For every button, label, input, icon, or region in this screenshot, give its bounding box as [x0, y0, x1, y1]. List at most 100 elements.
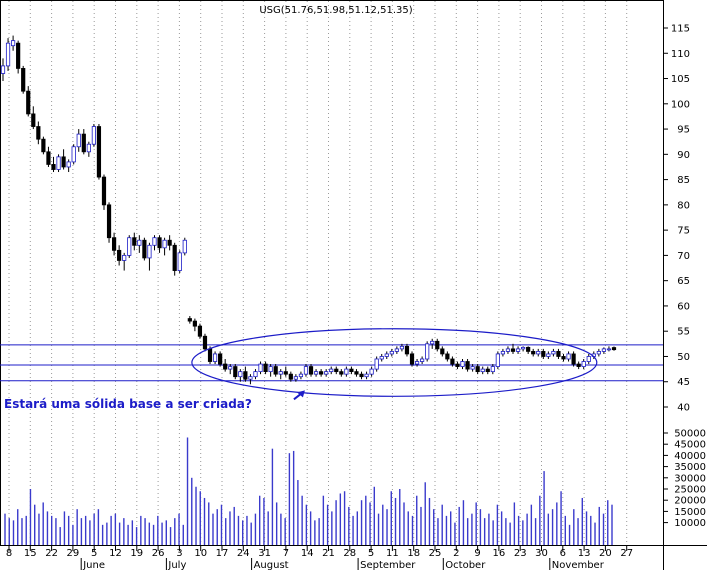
- candle-body: [278, 371, 283, 375]
- candle-body: [430, 340, 435, 345]
- date-tick-label: 11: [386, 548, 399, 559]
- candle: [541, 348, 546, 359]
- candle: [278, 369, 283, 380]
- candle: [445, 351, 450, 362]
- volume-tick-label: 40000: [674, 451, 706, 462]
- candle-body: [258, 363, 263, 373]
- candle: [510, 343, 516, 354]
- date-tick-label: 3: [176, 548, 182, 559]
- candle-body: [329, 368, 334, 373]
- candle: [41, 136, 46, 155]
- candle: [319, 369, 324, 377]
- volume-tick-label: 35000: [674, 462, 706, 473]
- candle: [313, 369, 319, 377]
- candle: [21, 65, 26, 94]
- candle-body: [268, 366, 273, 373]
- candle-body: [167, 239, 172, 246]
- candle-body: [556, 351, 561, 357]
- candle: [470, 364, 475, 372]
- candle: [349, 366, 354, 375]
- volume-axis-ticks: 1000015000200002500030000350004000045000…: [663, 429, 706, 529]
- candle-body: [344, 368, 349, 375]
- candle: [192, 318, 197, 332]
- candle: [495, 351, 500, 370]
- candle: [157, 235, 162, 253]
- candle: [450, 356, 455, 367]
- candle: [324, 369, 329, 377]
- date-tick-label: 28: [343, 548, 356, 559]
- candle-body: [536, 351, 541, 355]
- candle-body: [56, 156, 61, 170]
- month-label: August: [254, 560, 289, 570]
- candle-body: [420, 358, 425, 362]
- candle: [440, 346, 445, 357]
- candle-body: [288, 373, 293, 380]
- date-axis-ticks: 8 15 22 29 5 12 19 26 3 10 17 24 31 7 14 21 28 5 11 18 25 2 9 1…: [6, 545, 633, 559]
- month-label: November: [552, 560, 605, 570]
- date-tick-label: 25: [429, 548, 442, 559]
- date-tick-label: 7: [283, 548, 289, 559]
- candle: [187, 316, 192, 324]
- candle: [354, 369, 359, 377]
- candle: [339, 369, 344, 377]
- month-label: July: [167, 560, 186, 570]
- candle-body: [566, 353, 571, 360]
- candle: [556, 348, 561, 359]
- candle-body: [218, 353, 223, 365]
- candle: [177, 250, 182, 274]
- candle: [414, 358, 420, 367]
- candle: [283, 366, 288, 377]
- candle: [111, 232, 117, 256]
- month-label: October: [445, 560, 486, 570]
- candle: [399, 343, 405, 352]
- candle-body: [96, 126, 102, 178]
- candle: [465, 358, 470, 372]
- candle: [202, 333, 208, 352]
- date-tick-label: 26: [152, 548, 165, 559]
- candle-body: [172, 244, 177, 271]
- candle-body: [233, 366, 238, 378]
- support-lines: [0, 344, 663, 382]
- price-tick-label: 90: [677, 150, 690, 161]
- candle: [233, 364, 238, 380]
- date-tick-label: 23: [514, 548, 527, 559]
- candle-body: [66, 161, 71, 168]
- candle-body: [526, 346, 531, 352]
- price-tick-label: 85: [677, 175, 690, 186]
- candle-body: [16, 42, 21, 69]
- candle-body: [571, 353, 576, 365]
- candle: [293, 374, 298, 382]
- candle-body: [0, 65, 6, 74]
- date-tick-label: 14: [301, 548, 314, 559]
- candle-body: [374, 358, 379, 370]
- candle-body: [531, 351, 536, 355]
- candle-body: [61, 156, 66, 168]
- date-tick-label: 5: [91, 548, 97, 559]
- candle-body: [46, 151, 51, 165]
- candle: [526, 346, 531, 354]
- candle-body: [273, 366, 278, 375]
- candle: [404, 343, 410, 357]
- candle: [430, 338, 435, 349]
- candle-body: [147, 244, 152, 259]
- candle-body: [313, 371, 319, 375]
- candle: [601, 347, 607, 354]
- candle-body: [359, 373, 364, 378]
- candle-body: [445, 353, 450, 360]
- candle-body: [369, 368, 374, 375]
- candle: [258, 361, 263, 375]
- candle: [212, 351, 218, 365]
- candle-body: [212, 353, 218, 362]
- candle: [490, 364, 495, 375]
- candle: [485, 366, 490, 375]
- candle: [197, 323, 203, 339]
- candle: [505, 346, 511, 354]
- price-tick-label: 100: [671, 99, 690, 110]
- candle: [172, 242, 177, 276]
- price-tick-label: 50: [677, 352, 690, 363]
- candle-body: [132, 237, 137, 246]
- candle: [531, 348, 536, 357]
- candle-body: [450, 358, 455, 365]
- candle: [566, 351, 571, 362]
- candle-body: [404, 345, 410, 355]
